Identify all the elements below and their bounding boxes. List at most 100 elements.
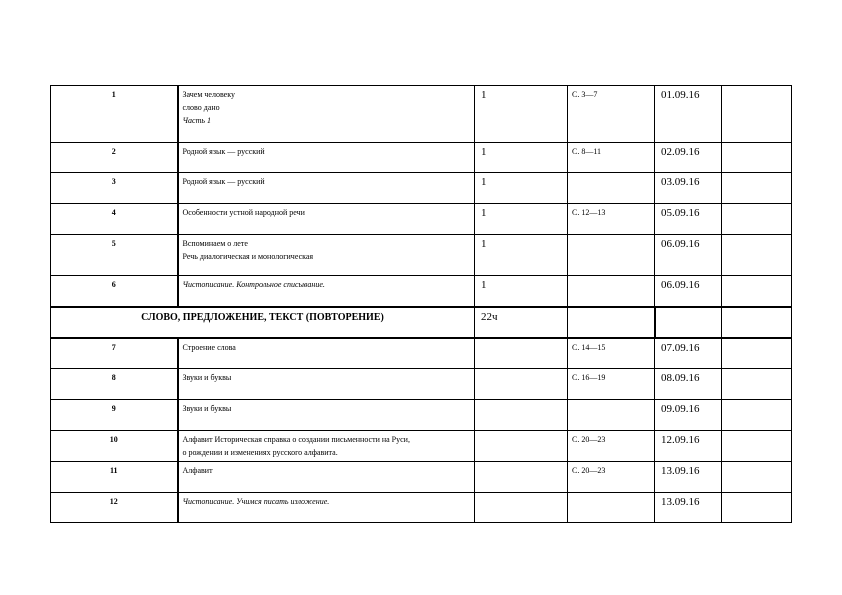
topic-line: Родной язык — русский — [182, 177, 265, 186]
topic-cell: Алфавит — [177, 461, 475, 493]
pages-cell — [567, 234, 655, 276]
date-cell: 06.09.16 — [654, 275, 722, 307]
pages-cell: С. 12—13 — [567, 203, 655, 235]
table-row: 10 Алфавит Историческая справка о создани… — [50, 430, 792, 462]
hours-cell: 1 — [474, 85, 568, 143]
notes-cell — [721, 234, 792, 276]
hours-cell — [474, 368, 568, 400]
topic-line: Зачем человеку — [182, 90, 236, 99]
date-cell: 01.09.16 — [654, 85, 722, 143]
topic-cell: Строение слова — [177, 337, 475, 369]
lesson-number: 6 — [50, 275, 179, 307]
date-cell — [653, 305, 722, 339]
topic-cell: Звуки и буквы — [177, 368, 475, 400]
table-row: 3 Родной язык — русский 1 03.09.16 — [50, 172, 792, 204]
lesson-number: 7 — [50, 337, 179, 369]
notes-cell — [721, 142, 792, 173]
hours-cell: 1 — [474, 234, 568, 276]
pages-cell: С. 8—11 — [567, 142, 655, 173]
date-cell: 06.09.16 — [654, 234, 722, 276]
pages-cell — [567, 492, 655, 523]
table-row: 9 Звуки и буквы 09.09.16 — [50, 399, 792, 431]
table-row: 2 Родной язык — русский 1 С. 8—11 02.09.16 — [50, 142, 792, 173]
lesson-number: 12 — [50, 492, 179, 523]
notes-cell — [721, 172, 792, 204]
pages-cell: С. 20—23 — [567, 430, 655, 462]
date-cell: 13.09.16 — [654, 492, 722, 523]
hours-cell: 1 — [474, 142, 568, 173]
section-title: СЛОВО, ПРЕДЛОЖЕНИЕ, ТЕКСТ (ПОВТОРЕНИЕ) — [50, 305, 475, 339]
notes-cell — [721, 430, 792, 462]
topic-cell: Родной язык — русский — [177, 172, 475, 204]
lesson-number: 5 — [50, 234, 179, 276]
hours-cell — [474, 461, 568, 493]
hours-cell — [474, 337, 568, 369]
hours-cell: 1 — [474, 172, 568, 204]
lesson-plan-table: 1 Зачем человеку слово дано Часть 1 1 С. 3—7 0… — [50, 85, 792, 523]
topic-cell: Алфавит Историческая справка о создании … — [177, 430, 475, 462]
lesson-number: 1 — [50, 85, 179, 143]
table-row: 12 Чистописание. Учимся писать изложение.… — [50, 492, 792, 523]
notes-cell — [721, 305, 792, 339]
topic-line: Строение слова — [182, 342, 236, 352]
notes-cell — [721, 337, 792, 369]
table-row: 8 Звуки и буквы С. 16—19 08.09.16 — [50, 368, 792, 400]
table-row: 7 Строение слова С. 14—15 07.09.16 — [50, 337, 792, 369]
topic-italic-line: Чистописание. Контрольное списывание. — [182, 280, 325, 289]
lesson-number: 4 — [50, 203, 179, 235]
section-hours: 22ч — [474, 305, 568, 339]
pages-cell — [567, 172, 655, 204]
topic-line: Звуки и буквы — [182, 373, 232, 382]
lesson-number: 11 — [50, 461, 179, 493]
date-cell: 05.09.16 — [654, 203, 722, 235]
date-cell: 03.09.16 — [654, 172, 722, 204]
date-cell: 13.09.16 — [654, 461, 722, 493]
notes-cell — [721, 85, 792, 143]
pages-cell — [567, 305, 655, 339]
table-row: 6 Чистописание. Контрольное списывание. 1 0… — [50, 275, 792, 307]
topic-cell: Особенности устной народной речи — [177, 203, 475, 235]
table-row: 1 Зачем человеку слово дано Часть 1 1 С. 3—7 0… — [50, 85, 792, 143]
topic-line: Вспоминаем о лете — [182, 239, 248, 248]
table-row: 11 Алфавит С. 20—23 13.09.16 — [50, 461, 792, 493]
section-row: СЛОВО, ПРЕДЛОЖЕНИЕ, ТЕКСТ (ПОВТОРЕНИЕ) 22… — [50, 305, 792, 339]
topic-cell: Чистописание. Учимся писать изложение. — [177, 492, 475, 523]
hours-cell — [474, 492, 568, 523]
topic-cell: Зачем человеку слово дано Часть 1 — [177, 85, 475, 143]
topic-line: Алфавит — [182, 466, 213, 475]
notes-cell — [721, 275, 792, 307]
pages-cell: С. 3—7 — [567, 85, 655, 143]
notes-cell — [721, 203, 792, 235]
topic-line: Речь диалогическая и монологическая — [182, 252, 314, 261]
date-cell: 07.09.16 — [654, 337, 722, 369]
topic-line: о рождении и изменениях русского алфавит… — [182, 448, 338, 457]
lesson-number: 2 — [50, 142, 179, 173]
topic-italic-line: Чистописание. Учимся писать изложение. — [182, 497, 330, 506]
lesson-number: 8 — [50, 368, 179, 400]
hours-cell — [474, 430, 568, 462]
notes-cell — [721, 368, 792, 400]
topic-line: Родной язык — русский — [182, 147, 265, 156]
lesson-number: 10 — [50, 430, 179, 462]
pages-cell: С. 16—19 — [567, 368, 655, 400]
hours-cell: 1 — [474, 203, 568, 235]
pages-cell: С. 20—23 — [567, 461, 655, 493]
table-row: 4 Особенности устной народной речи 1 С. 12—… — [50, 203, 792, 235]
topic-line: слово дано — [182, 103, 220, 112]
topic-line: Особенности устной народной речи — [182, 208, 305, 217]
topic-cell: Вспоминаем о лете Речь диалогическая и мо… — [177, 234, 475, 276]
topic-cell: Чистописание. Контрольное списывание. — [177, 275, 475, 307]
hours-cell: 1 — [474, 275, 568, 307]
hours-cell — [474, 399, 568, 431]
date-cell: 12.09.16 — [654, 430, 722, 462]
lesson-number: 9 — [50, 399, 179, 431]
date-cell: 02.09.16 — [654, 142, 722, 173]
table-row: 5 Вспоминаем о лете Речь диалогическая и м… — [50, 234, 792, 276]
notes-cell — [721, 399, 792, 431]
topic-cell: Звуки и буквы — [177, 399, 475, 431]
topic-line: Алфавит Историческая справка о создании … — [182, 435, 410, 444]
notes-cell — [721, 492, 792, 523]
date-cell: 09.09.16 — [654, 399, 722, 431]
topic-line: Звуки и буквы — [182, 404, 232, 413]
topic-cell: Родной язык — русский — [177, 142, 475, 173]
